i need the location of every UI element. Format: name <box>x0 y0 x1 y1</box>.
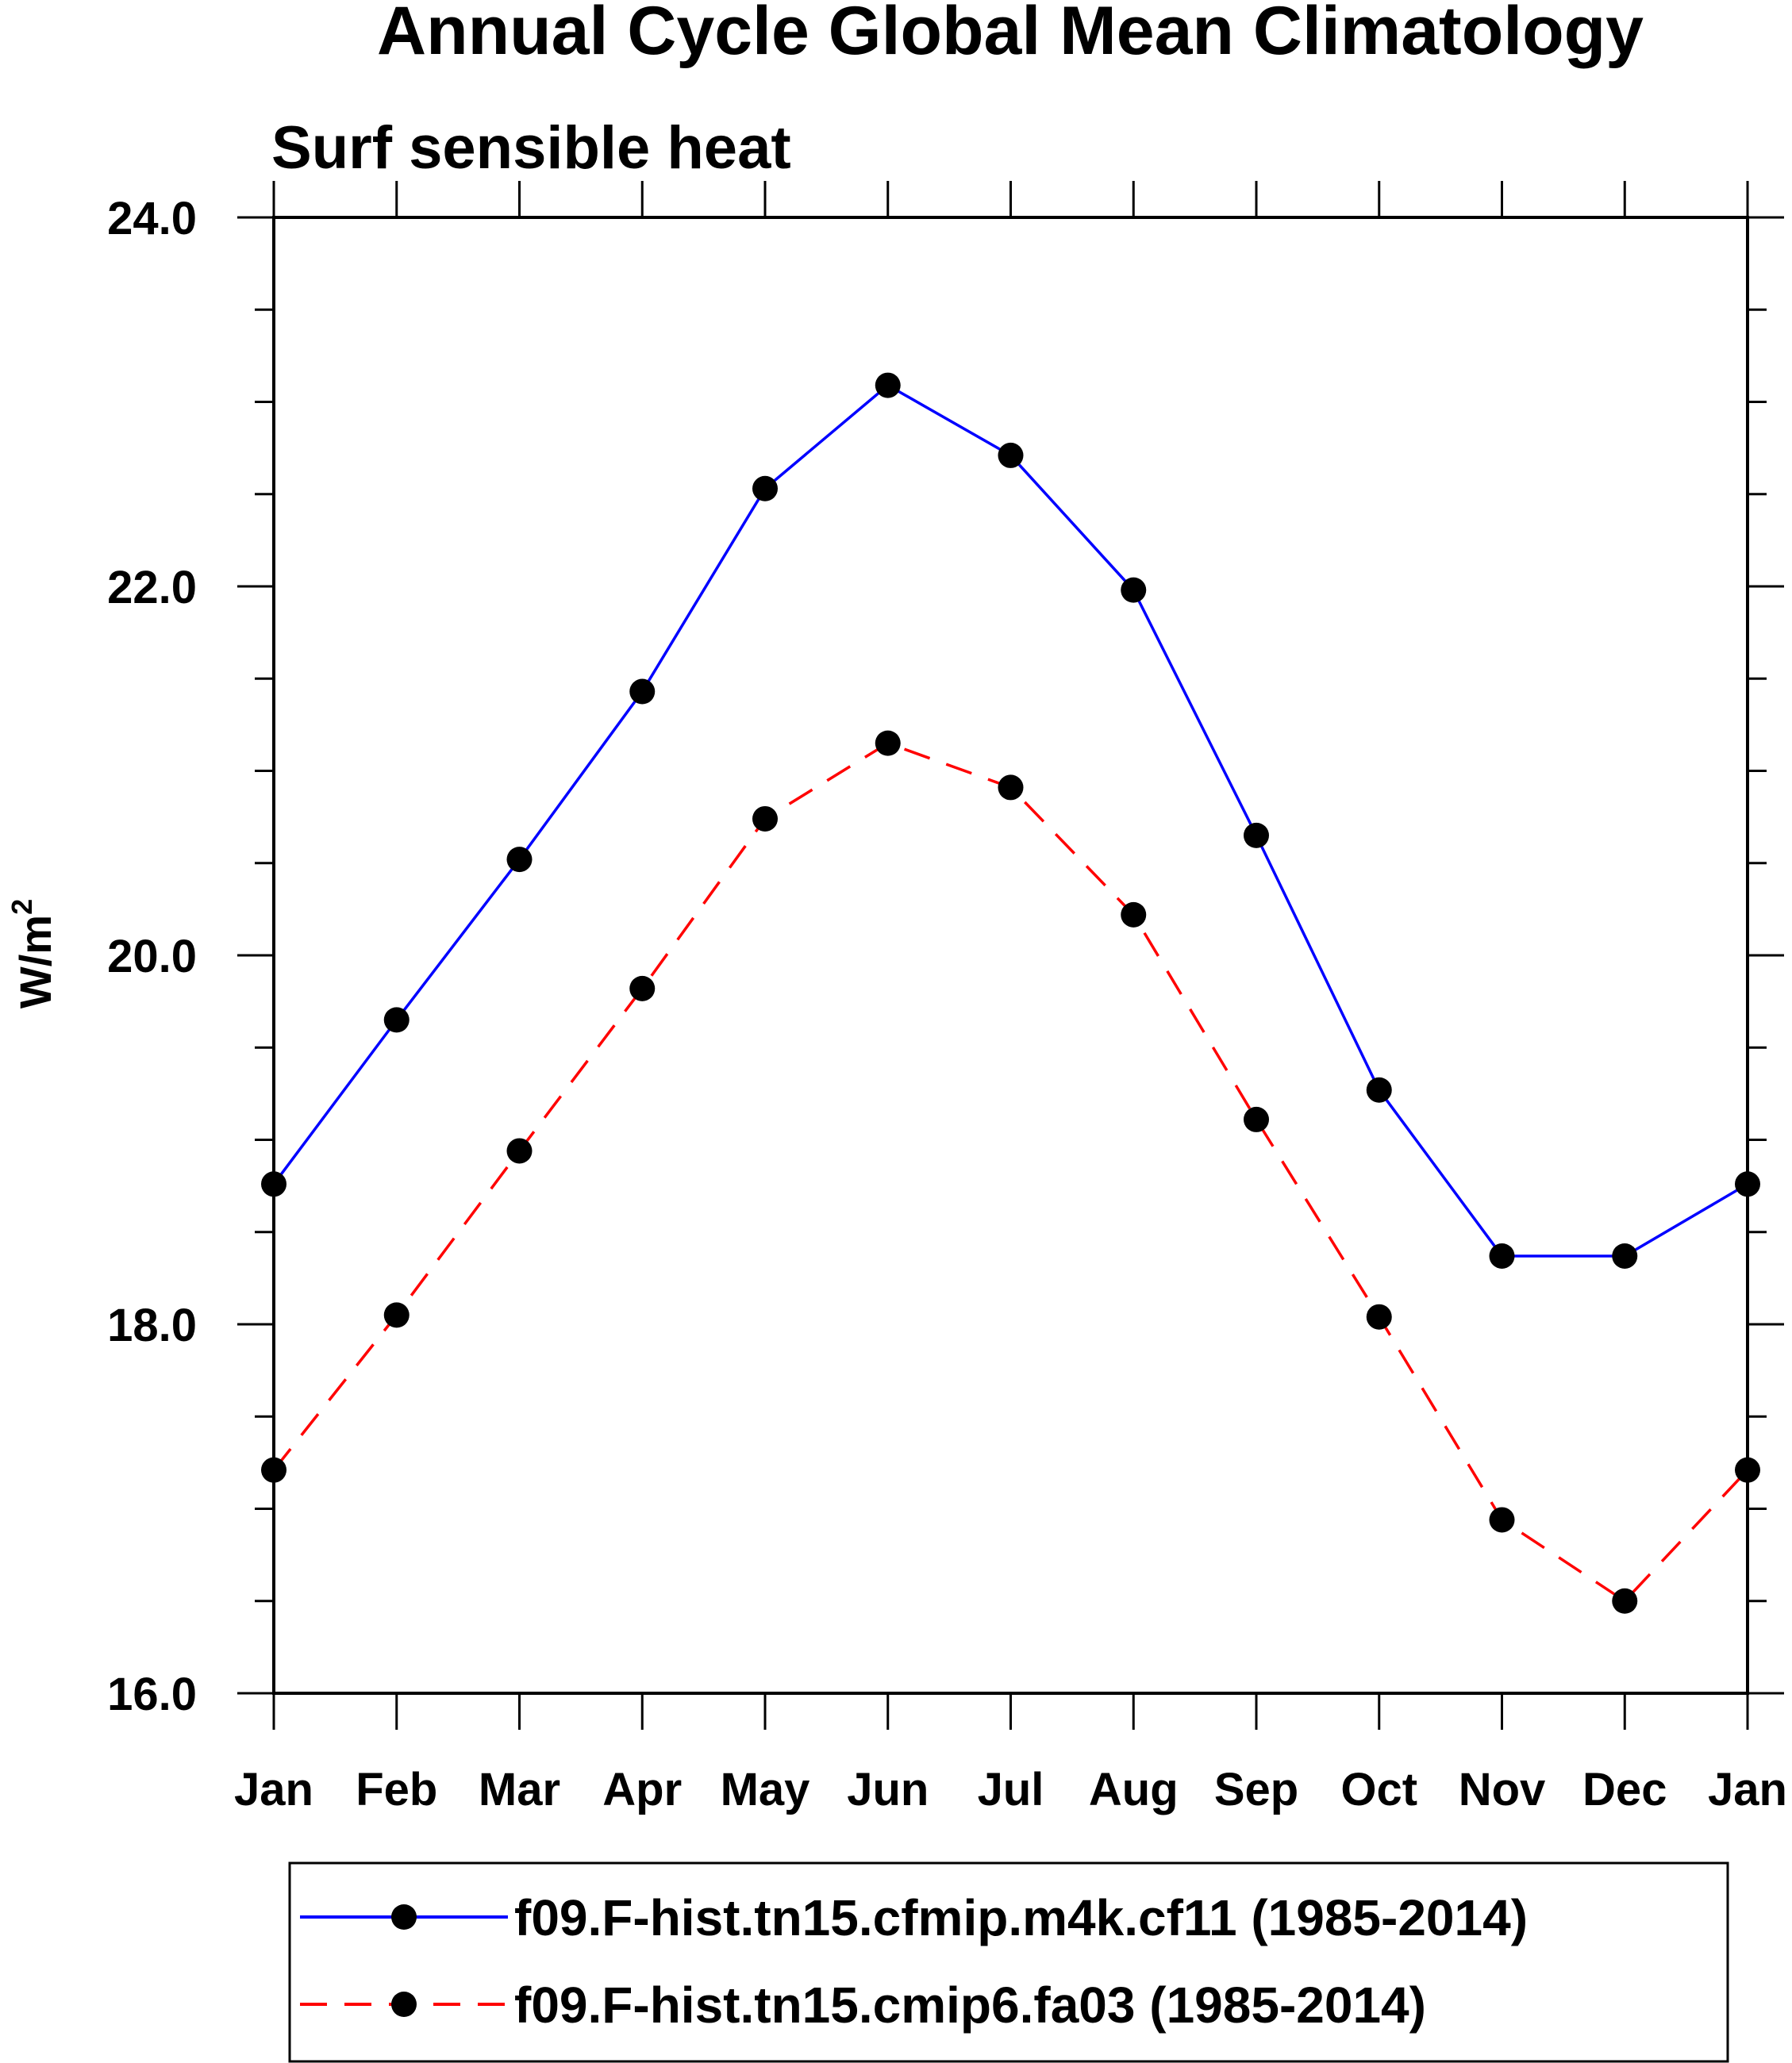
data-point-series-1 <box>1612 1243 1638 1269</box>
y-axis-ticks: 16.0 18.0 20.0 22.0 24.0 <box>107 193 1784 1720</box>
data-point-series-2 <box>506 1138 533 1164</box>
data-point-series-2 <box>383 1302 410 1328</box>
x-tick-label: May <box>721 1764 810 1815</box>
legend-marker-series-2 <box>391 1992 417 2017</box>
data-point-series-2 <box>1489 1507 1515 1533</box>
y-tick-label: 22.0 <box>107 562 197 613</box>
series-layer <box>261 372 1760 1614</box>
x-tick-label: Apr <box>602 1764 682 1815</box>
y-axis-label: W/m2 <box>6 899 60 1008</box>
data-point-series-1 <box>1121 577 1147 603</box>
x-tick-label: Dec <box>1582 1764 1667 1815</box>
data-point-series-2 <box>261 1457 286 1483</box>
data-point-series-2 <box>1735 1457 1760 1483</box>
data-point-series-2 <box>875 730 901 756</box>
data-point-series-2 <box>1244 1106 1269 1132</box>
data-point-series-2 <box>752 805 778 832</box>
x-tick-label: Jul <box>978 1764 1044 1815</box>
x-axis-ticks: Jan Feb Mar Apr May Jun Jul Aug Sep Oct Nov Dec Jan <box>234 181 1787 1815</box>
data-point-series-1 <box>752 475 778 501</box>
data-point-series-1 <box>1735 1171 1760 1197</box>
y-tick-label: 20.0 <box>107 931 197 982</box>
data-point-series-1 <box>1244 822 1269 848</box>
data-point-series-1 <box>1489 1243 1515 1269</box>
series-line-2 <box>272 741 1749 1604</box>
legend-marker-series-1 <box>391 1904 417 1930</box>
x-tick-label: Oct <box>1340 1764 1417 1815</box>
data-point-series-1 <box>998 442 1024 468</box>
y-axis-label-superscript: 2 <box>6 899 38 915</box>
x-tick-label: Nov <box>1459 1764 1546 1815</box>
data-point-series-1 <box>1366 1077 1392 1103</box>
x-tick-label: Feb <box>356 1764 437 1815</box>
data-point-series-1 <box>629 678 656 705</box>
data-point-series-1 <box>261 1171 286 1197</box>
data-point-series-1 <box>875 372 901 398</box>
data-point-series-2 <box>629 975 656 1001</box>
x-tick-label: Jan <box>1708 1764 1787 1815</box>
x-tick-label: Jun <box>847 1764 929 1815</box>
series-line-1 <box>272 383 1748 1258</box>
x-tick-label: Aug <box>1089 1764 1179 1815</box>
data-point-series-1 <box>383 1007 410 1033</box>
legend-label-series-2: f09.F-hist.tn15.cmip6.fa03 (1985-2014) <box>514 1977 1426 2034</box>
chart-title: Annual Cycle Global Mean Climatology <box>377 0 1644 69</box>
data-point-series-2 <box>1366 1304 1392 1330</box>
plot-frame <box>272 216 1749 1695</box>
data-point-series-1 <box>506 847 533 873</box>
data-point-series-2 <box>1612 1588 1638 1614</box>
x-tick-label: Sep <box>1214 1764 1298 1815</box>
x-tick-label: Jan <box>234 1764 313 1815</box>
legend: f09.F-hist.tn15.cfmip.m4k.cf11 (1985-201… <box>288 1861 1729 2063</box>
chart-subtitle: Surf sensible heat <box>271 114 791 182</box>
y-axis-label-base: W/m <box>10 915 60 1008</box>
data-point-series-2 <box>998 774 1024 801</box>
legend-label-series-1: f09.F-hist.tn15.cfmip.m4k.cf11 (1985-201… <box>514 1889 1528 1946</box>
data-point-series-2 <box>1121 901 1147 928</box>
x-tick-label: Mar <box>479 1764 560 1815</box>
legend-box <box>288 1861 1729 2063</box>
y-tick-label: 18.0 <box>107 1300 197 1351</box>
y-tick-label: 16.0 <box>107 1669 197 1720</box>
y-tick-label: 24.0 <box>107 193 197 244</box>
